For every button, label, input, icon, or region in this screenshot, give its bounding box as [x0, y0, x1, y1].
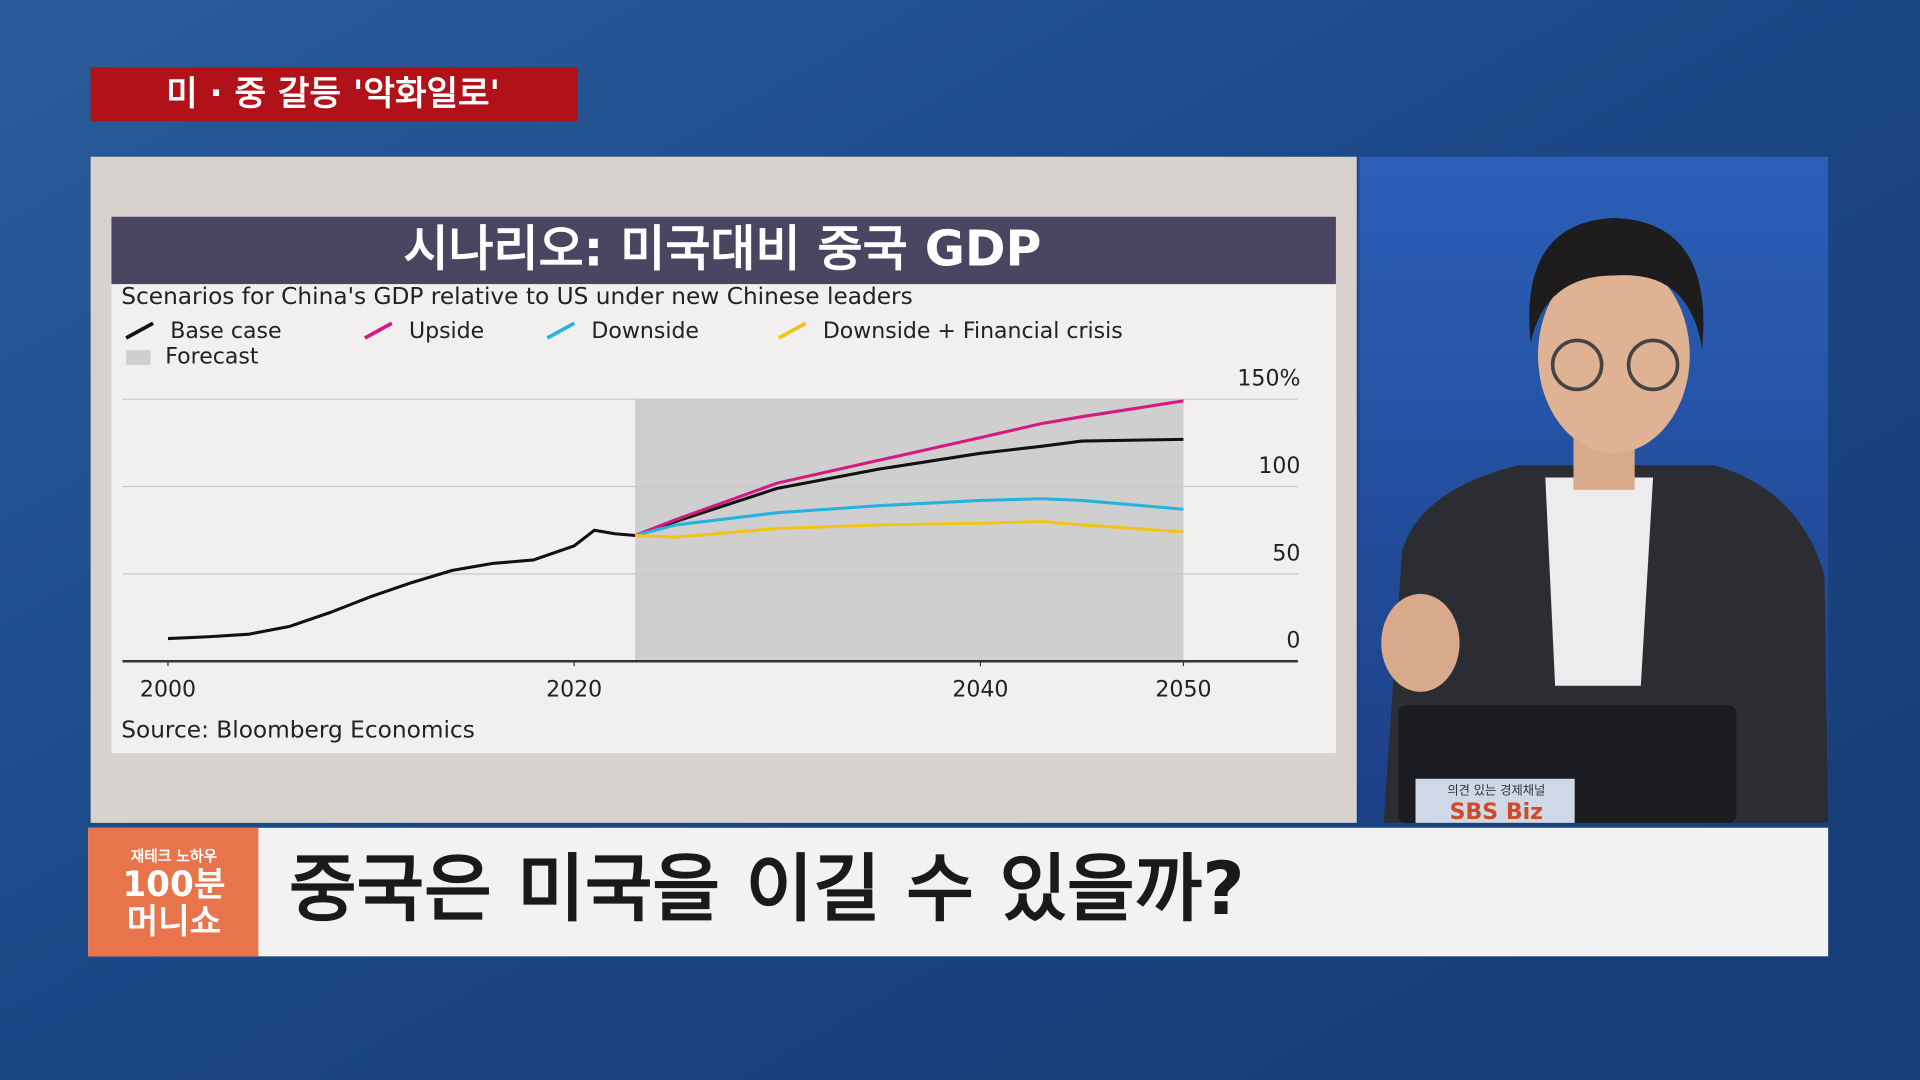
- y-tick-label: 0: [1286, 629, 1300, 654]
- caption-box: [90, 67, 578, 122]
- logo-box: [88, 827, 259, 957]
- hair: [1529, 217, 1704, 349]
- y-tick-label: 150%: [1237, 367, 1300, 392]
- y-tick-label: 50: [1272, 541, 1300, 566]
- legend-swatch: [126, 350, 151, 365]
- glasses-right: [1626, 338, 1680, 392]
- legend-swatch: [777, 321, 807, 340]
- caption: 미 · 중 갈등 '악화일로': [166, 74, 500, 114]
- laptop-text: 의견 있는 경제채널: [1447, 784, 1545, 798]
- legend-label: Forecast: [165, 345, 259, 370]
- legend-swatch: [364, 321, 393, 340]
- source: Source: Bloomberg Economics: [121, 717, 475, 744]
- headline-bar: [88, 827, 1829, 957]
- legend-label: Upside: [409, 319, 484, 344]
- legend-swatch: [546, 321, 576, 340]
- forecast-band: [635, 399, 1184, 662]
- plot: 0 50 100 150% 2000 2020 2040 2050 Base case Upsid…: [122, 319, 1300, 703]
- hand: [1381, 593, 1460, 692]
- laptop-sticker: [1415, 778, 1575, 823]
- series-line: [167, 437, 1184, 641]
- series-line: [634, 497, 1184, 537]
- legend-label: Downside + Financial crisis: [823, 319, 1123, 344]
- legend-label: Base case: [170, 319, 281, 344]
- legend-swatch: [125, 321, 154, 340]
- legend-label: Downside: [591, 319, 699, 344]
- shirt: [1545, 477, 1654, 686]
- logo-text: 100분: [122, 865, 225, 905]
- x-tick-label: 2000: [140, 678, 196, 703]
- headline: 중국은 미국을 이길 수 있을까?: [289, 847, 1245, 932]
- logo-text: 머니쇼: [127, 902, 222, 942]
- face: [1537, 257, 1690, 454]
- logo-text: 재테크 노하우: [131, 848, 218, 865]
- chart-title: 시나리오: 미국대비 중국 GDP: [403, 221, 1041, 278]
- glasses-left: [1550, 338, 1604, 392]
- y-tick-label: 100: [1258, 454, 1300, 479]
- laptop-logo: SBS Biz: [1450, 800, 1543, 825]
- series-line: [634, 399, 1184, 537]
- x-tick-label: 2050: [1155, 678, 1211, 703]
- chart-subtitle: Scenarios for China's GDP relative to US…: [121, 283, 913, 310]
- x-tick-label: 2020: [546, 678, 602, 703]
- title-bar: [111, 216, 1336, 285]
- x-tick-label: 2040: [952, 678, 1008, 703]
- series-line: [635, 519, 1184, 539]
